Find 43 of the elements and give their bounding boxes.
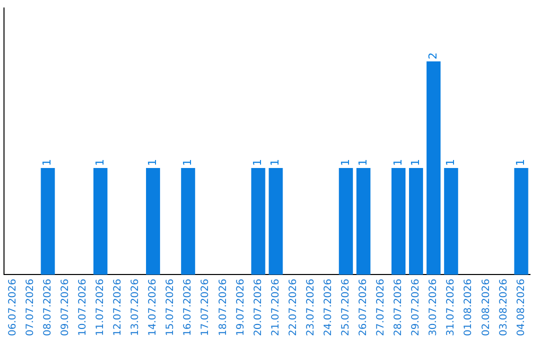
x-tick-label: 09.07.2026 [60,278,71,336]
data-label: 1 [338,159,352,166]
data-label: 1 [251,159,264,166]
x-tick-label: 21.07.2026 [270,278,282,336]
x-tick-label: 27.07.2026 [376,278,387,336]
data-label: 1 [146,159,159,166]
x-tick-label: 23.07.2026 [305,278,316,336]
x-tick-label: 15.07.2026 [165,278,176,336]
x-tick-label: 18.07.2026 [218,278,229,336]
x-tick-label: 13.07.2026 [130,278,142,336]
data-label: 2 [426,52,440,60]
x-tick-label: 19.07.2026 [235,278,246,336]
data-label: 1 [356,159,370,166]
x-tick-label: 03.08.2026 [498,278,510,336]
data-label: 1 [408,159,422,166]
x-tick-label: 28.07.2026 [393,278,404,336]
x-tick-label: 31.07.2026 [446,278,457,336]
x-tick-label: 08.07.2026 [42,278,54,336]
x-tick-label: 29.07.2026 [410,278,422,336]
x-tick-label: 16.07.2026 [182,278,194,336]
x-tick-label: 25.07.2026 [340,278,352,336]
x-tick-label: 10.07.2026 [77,278,88,336]
x-tick-label: 17.07.2026 [200,278,212,336]
x-tick-label: 12.07.2026 [112,278,124,336]
data-label: 1 [391,159,404,166]
data-label: 1 [40,159,54,166]
x-tick-label: 06.07.2026 [7,278,18,336]
x-tick-label: 04.08.2026 [516,278,527,336]
x-tick-label: 01.08.2026 [463,278,474,336]
x-tick-label: 02.08.2026 [480,278,492,336]
data-label: 1 [444,159,457,166]
x-tick-label: 07.07.2026 [24,278,36,336]
x-tick-label: 30.07.2026 [428,278,440,336]
x-tick-label: 22.07.2026 [288,278,299,336]
x-tick-label: 26.07.2026 [358,278,370,336]
data-label: 1 [514,159,528,166]
x-tick-label: 11.07.2026 [95,278,106,336]
x-tick-label: 20.07.2026 [252,278,264,336]
x-tick-label: 24.07.2026 [322,278,334,336]
data-label: 1 [268,159,282,166]
data-label: 1 [93,159,106,166]
x-tick-label: 14.07.2026 [148,278,159,336]
data-label: 1 [180,159,194,166]
